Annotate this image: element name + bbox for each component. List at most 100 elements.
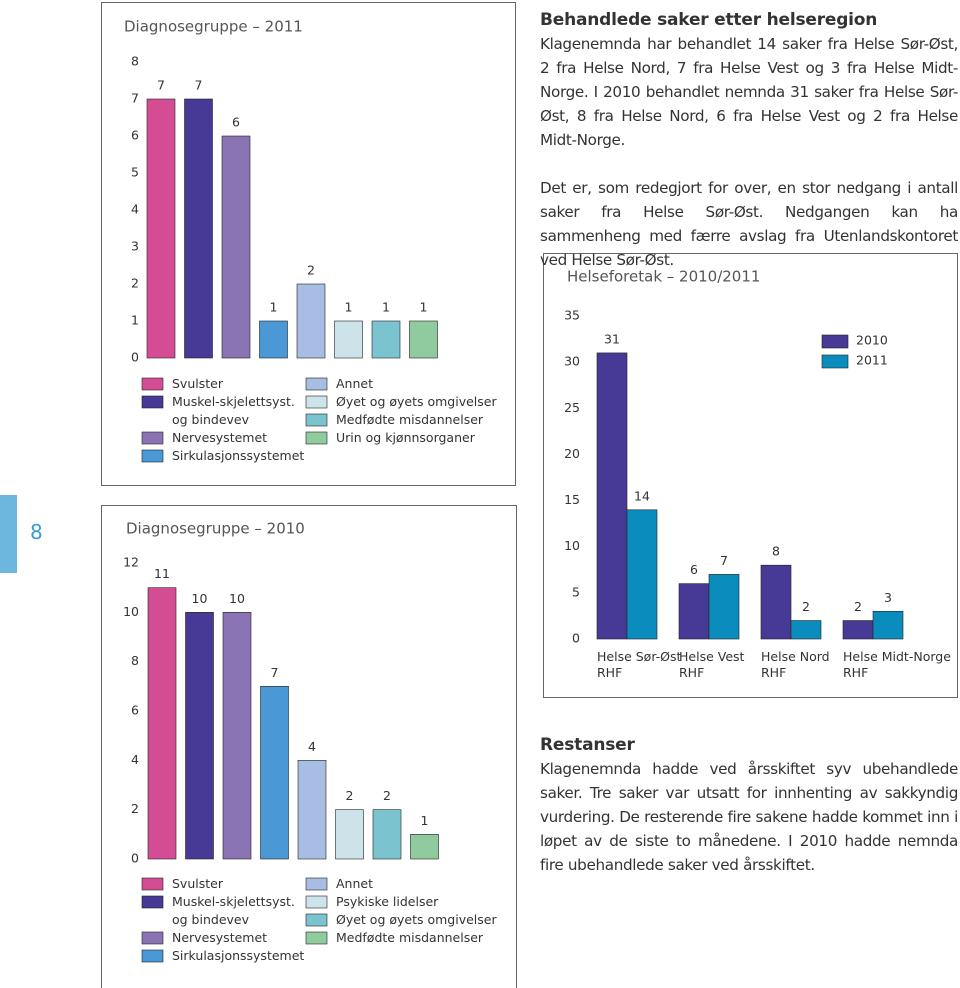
legend-swatch [141,877,164,891]
legend-swatch [141,895,164,909]
legend-label: Muskel-skjelettsyst. og bindevev [172,394,299,427]
paragraph: Det er, som redegjort for over, en stor … [540,179,958,269]
legend-swatch [141,395,164,409]
paragraph: Klagenemnda har behandlet 14 saker fra H… [540,35,958,149]
data-label: 3 [884,590,892,605]
legend-swatch [141,377,164,391]
data-label: 8 [772,544,780,559]
legend-label: 2011 [856,353,888,368]
bar [335,809,364,860]
y-tick-label: 4 [131,752,139,767]
data-label: 2 [854,599,862,614]
section-heading: Restanser [540,735,635,755]
y-tick-label: 12 [123,555,139,570]
y-tick-label: 25 [564,400,580,415]
y-tick-label: 5 [572,584,580,599]
legend-label: Sirkulasjonssystemet [172,948,304,963]
data-label: 10 [192,591,208,606]
legend-label: Urin og kjønnsorganer [336,430,476,445]
y-tick-label: 15 [564,492,580,507]
legend-swatch [305,413,328,427]
legend-label: Nervesystemet [172,930,267,945]
chart-title: Diagnosegruppe – 2010 [126,520,305,538]
page-number: 8 [30,520,43,544]
y-tick-label: 0 [131,350,139,365]
legend-swatch [305,931,328,945]
bar [626,509,658,640]
legend-swatch [141,449,164,463]
bar [221,135,251,359]
chart-title: Helseforetak – 2010/2011 [567,268,760,286]
data-label: 1 [345,300,353,315]
y-tick-label: 10 [564,538,580,553]
section-heading: Behandlede saker etter helseregion [540,10,878,30]
data-label: 11 [154,566,170,581]
y-tick-label: 6 [131,128,139,143]
legend-label: Psykiske lidelser [336,894,439,909]
data-label: 2 [802,599,810,614]
legend-swatch [305,377,328,391]
x-tick-label: Helse Midt-Norge RHF [843,649,955,680]
data-label: 7 [157,78,165,93]
legend-label: Medfødte misdannelser [336,412,484,427]
x-tick-label: Helse Nord RHF [761,649,834,680]
legend-swatch [141,431,164,445]
chart-frame [543,253,958,698]
legend-label: Øyet og øyets omgivelser [336,912,497,927]
chart-frame [101,2,516,486]
data-label: 7 [720,553,728,568]
legend-swatch [305,877,328,891]
bar [334,320,363,359]
y-tick-label: 5 [131,165,139,180]
data-label: 1 [270,300,278,315]
legend-label: Muskel-skjelettsyst. og bindevev [172,894,299,927]
section: Restanser Klagenemnda hadde ved årsskift… [540,733,958,901]
bar [410,834,439,860]
data-label: 1 [382,300,390,315]
y-tick-label: 0 [572,631,580,646]
bar [371,320,401,359]
y-tick-label: 7 [131,91,139,106]
bar [222,612,252,860]
y-tick-label: 8 [131,54,139,69]
y-tick-label: 35 [564,308,580,323]
bar [372,809,402,860]
data-label: 31 [604,331,620,346]
bar [708,574,740,640]
data-label: 4 [308,739,316,754]
data-label: 1 [420,300,428,315]
bar [678,583,710,640]
legend-swatch [305,395,328,409]
bar [260,686,289,860]
data-label: 1 [421,813,429,828]
legend-label: Sirkulasjonssystemet [172,448,304,463]
legend-swatch [305,895,328,909]
y-tick-label: 3 [131,239,139,254]
bar [146,98,176,359]
chart-title: Diagnosegruppe – 2011 [124,18,303,36]
chart-frame [101,505,517,988]
bar [760,564,792,640]
legend-swatch [305,913,328,927]
legend-label: Annet [336,376,373,391]
y-tick-label: 30 [564,354,580,369]
y-tick-label: 2 [131,276,139,291]
bar [842,620,874,640]
legend-label: Medfødte misdannelser [336,930,484,945]
y-tick-label: 4 [131,202,139,217]
bar [296,283,326,359]
legend-swatch [141,949,164,963]
legend-swatch [305,431,328,445]
legend-label: Svulster [172,376,224,391]
data-label: 6 [690,562,698,577]
data-label: 7 [271,665,279,680]
data-label: 2 [383,788,391,803]
bar [297,760,327,860]
y-tick-label: 0 [131,851,139,866]
y-tick-label: 1 [131,313,139,328]
x-tick-label: Helse Vest RHF [679,649,748,680]
y-tick-label: 10 [123,604,139,619]
data-label: 6 [232,115,240,130]
legend-label: Svulster [172,876,224,891]
legend-swatch [821,334,849,349]
